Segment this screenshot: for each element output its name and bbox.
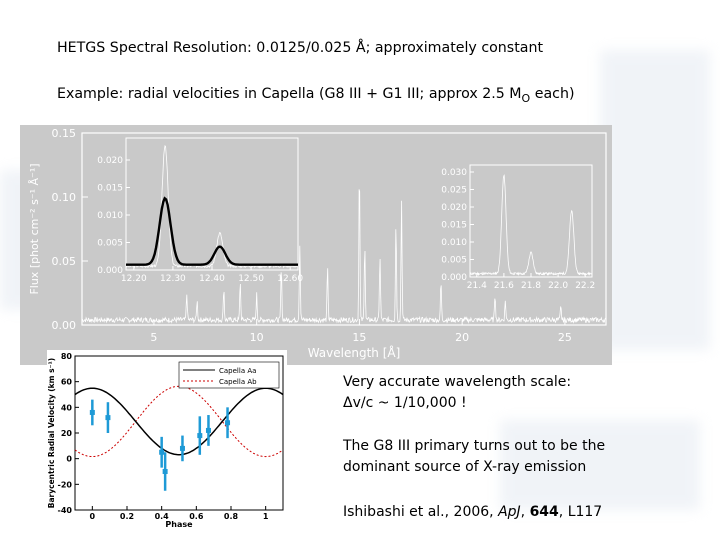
inset-y-tick-label: 0.010 xyxy=(441,238,467,248)
data-point xyxy=(89,409,95,415)
inset-y-tick-label: 0.010 xyxy=(97,211,123,221)
inset-y-tick-label: 0.005 xyxy=(441,256,467,266)
inset-x-tick-label: 12.20 xyxy=(121,274,147,284)
y-axis-label: Barycentric Radial Velocity (km s⁻¹) xyxy=(47,358,56,508)
x-tick-label: 0.8 xyxy=(224,512,239,521)
inset-spectrum-line xyxy=(125,144,299,269)
data-point xyxy=(197,433,203,439)
background-blur xyxy=(600,50,710,350)
radial-velocity-chart: 80 60 40 20 0 -20 -40 0 0.2 0.4 0.6 0.8 1 Phase Baryce… xyxy=(47,350,287,528)
data-point xyxy=(159,449,165,455)
y-tick-label: 0.10 xyxy=(52,191,77,204)
y-tick-label: 40 xyxy=(61,403,73,412)
curve-capella-aa xyxy=(74,387,284,456)
inset-x-tick-label: 22.0 xyxy=(548,281,568,291)
inset-x-tick-label: 12.30 xyxy=(160,274,186,284)
inset-x-tick-label: 12.60 xyxy=(277,274,303,284)
solar-symbol: O xyxy=(521,92,531,105)
y-tick-label: -20 xyxy=(58,480,73,489)
legend-box xyxy=(178,361,280,389)
primary-source-note: The G8 III primary turns out to be the d… xyxy=(343,436,605,478)
inset-y-tick-label: 0.020 xyxy=(441,203,467,213)
inset-y-tick-label: 0.015 xyxy=(97,184,123,194)
inset-x-tick-label: 12.40 xyxy=(199,274,225,284)
y-tick-label: 0.00 xyxy=(52,319,77,332)
x-tick-label: 1 xyxy=(263,512,269,521)
x-tick-label: 15 xyxy=(352,331,366,344)
y-tick-label: 20 xyxy=(61,429,73,438)
x-tick-label: 0.4 xyxy=(155,512,170,521)
inset-spectrum-line xyxy=(469,174,593,277)
wavelength-scale-note: Very accurate wavelength scale: Δv/c ~ 1… xyxy=(343,372,571,414)
inset-frame xyxy=(469,164,593,278)
inset-x-tick-label: 21.6 xyxy=(494,281,514,291)
note-line: Δv/c ~ 1/10,000 ! xyxy=(343,395,467,411)
y-tick-label: 60 xyxy=(61,378,73,387)
legend: Capella Aa Capella Ab xyxy=(178,361,280,389)
inset-frame xyxy=(125,137,299,271)
inset-y-tick-label: 0.000 xyxy=(441,273,467,283)
data-point xyxy=(105,415,111,421)
y-tick-label: -40 xyxy=(58,506,73,515)
x-axis-label: Phase xyxy=(165,520,193,528)
x-axis-label: Wavelength [Å] xyxy=(308,345,401,360)
inset-y-tick-label: 0.030 xyxy=(441,168,467,178)
y-tick-label: 0.05 xyxy=(52,255,77,268)
citation: Ishibashi et al., 2006, ApJ, 644, L117 xyxy=(343,504,603,520)
legend-label-aa: Capella Aa xyxy=(219,367,256,375)
inset-y-tick-label: 0.005 xyxy=(97,239,123,249)
inset-y-tick-label: 0.000 xyxy=(97,266,123,276)
y-tick-label: 0 xyxy=(66,455,72,464)
inset-x-tick-label: 21.8 xyxy=(521,281,541,291)
inset-y-tick-label: 0.025 xyxy=(441,186,467,196)
x-tick-label: 20 xyxy=(455,331,469,344)
background-blur xyxy=(500,420,700,510)
y-axis-label: Flux [phot cm⁻² s⁻¹ Å⁻¹] xyxy=(28,163,41,294)
note-line: Very accurate wavelength scale: xyxy=(343,374,572,390)
x-tick-label: 0.6 xyxy=(189,512,204,521)
volume-number: 644 xyxy=(529,504,559,520)
data-point xyxy=(225,420,231,426)
data-point xyxy=(205,427,211,433)
inset-model-line xyxy=(126,196,298,266)
journal-name: ApJ xyxy=(498,504,521,520)
example-heading: Example: radial velocities in Capella (G… xyxy=(57,86,575,105)
x-tick-label: 10 xyxy=(250,331,264,344)
plot-frame xyxy=(81,132,607,326)
note-line: The G8 III primary turns out to be the xyxy=(343,438,606,454)
y-tick-label: 0.15 xyxy=(52,127,77,140)
spectrum-line xyxy=(81,189,607,324)
data-point xyxy=(162,469,168,474)
curve-capella-ab xyxy=(74,385,284,458)
inset-y-tick-label: 0.015 xyxy=(441,221,467,231)
angstrom-unit: Å xyxy=(355,40,366,56)
inset-x-tick-label: 22.2 xyxy=(575,281,595,291)
y-tick-label: 80 xyxy=(61,352,73,361)
x-tick-label: 0 xyxy=(90,512,96,521)
inset-y-tick-label: 0.020 xyxy=(97,156,123,166)
capella-spectrum-chart: 0.00 0.05 0.10 0.15 5 10 15 20 25 Wavelength [Å] F… xyxy=(20,125,612,365)
x-tick-label: 0.2 xyxy=(120,512,134,521)
legend-label-ab: Capella Ab xyxy=(219,378,257,386)
x-tick-label: 25 xyxy=(558,331,572,344)
x-tick-label: 5 xyxy=(150,331,157,344)
inset-right: 0.000 0.005 0.010 0.015 0.020 0.025 0.030 21.4 2… xyxy=(441,164,595,291)
note-line: dominant source of X-ray emission xyxy=(343,459,587,475)
resolution-heading: HETGS Spectral Resolution: 0.0125/0.025 … xyxy=(57,40,544,56)
inset-left: 0.000 0.005 0.010 0.015 0.020 12.20 12.30 12.40… xyxy=(97,137,303,284)
inset-x-tick-label: 21.4 xyxy=(467,281,487,291)
data-point xyxy=(179,445,185,451)
inset-x-tick-label: 12.50 xyxy=(238,274,264,284)
